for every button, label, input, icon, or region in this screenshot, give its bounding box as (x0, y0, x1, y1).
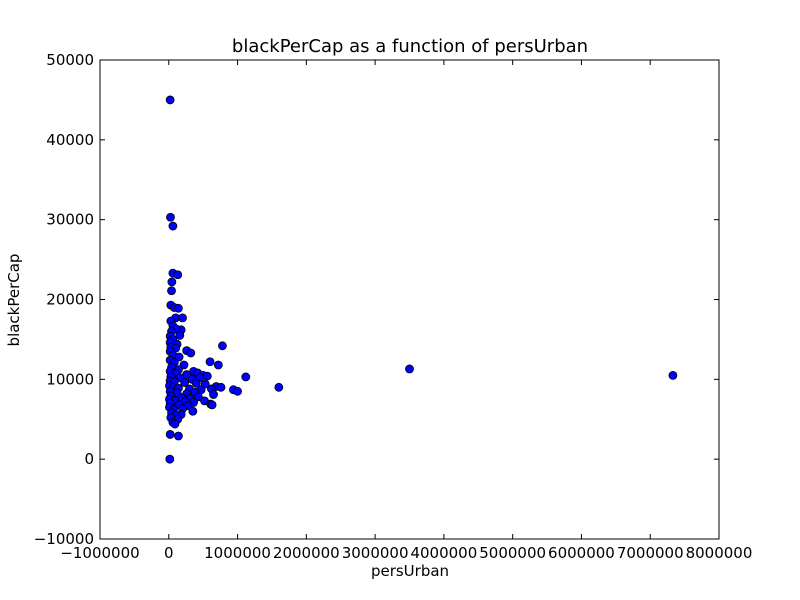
y-tick-label: −10000 (34, 530, 94, 548)
scatter-point (174, 352, 184, 362)
x-tick-label: 3000000 (342, 544, 409, 562)
y-tick-label: 40000 (46, 131, 94, 149)
scatter-point (209, 390, 218, 399)
scatter-point (180, 378, 189, 387)
scatter-point (233, 386, 242, 396)
y-axis-ticks: −10000 0 10000 20000 30000 40000 50000 (34, 51, 719, 548)
scatter-point (241, 372, 251, 382)
x-axis-ticks: −1000000 0 1000000 2000000 3000000 4000000 500… (60, 60, 752, 562)
scatter-point (165, 454, 175, 464)
x-tick-label: −1000000 (60, 544, 139, 562)
scatter-point (179, 360, 189, 370)
scatter-point (165, 95, 175, 105)
x-tick-label: 2000000 (273, 544, 340, 562)
y-tick-label: 30000 (46, 211, 94, 229)
scatter-point (207, 400, 217, 410)
scatter-point (178, 313, 187, 323)
chart-title: blackPerCap as a function of persUrban (232, 36, 588, 57)
x-tick-label: 5000000 (479, 544, 546, 562)
y-tick-label: 0 (84, 450, 94, 468)
x-tick-label: 0 (164, 544, 174, 562)
scatter-point (218, 341, 227, 351)
scatter-point (167, 286, 176, 296)
scatter-point (186, 348, 196, 358)
x-tick-label: 4000000 (410, 544, 477, 562)
x-tick-label: 8000000 (686, 544, 753, 562)
scatter-point (405, 364, 414, 374)
scatter-point (170, 419, 180, 429)
scatter-point (191, 378, 201, 388)
scatter-point (168, 221, 178, 231)
scatter-point (175, 331, 185, 340)
x-axis-label: persUrban (371, 562, 449, 580)
scatter-point (216, 382, 226, 392)
scatter-point (174, 303, 183, 313)
y-tick-label: 10000 (46, 370, 94, 388)
scatter-point (174, 431, 183, 441)
plot-area (99, 59, 720, 540)
scatter-point (166, 212, 175, 222)
data-points (165, 95, 678, 464)
scatter-point (205, 357, 215, 367)
scatter-point (202, 371, 212, 381)
scatter-point (167, 277, 177, 287)
x-tick-label: 6000000 (548, 544, 615, 562)
scatter-point (213, 360, 223, 370)
y-axis-label: blackPerCap (5, 254, 23, 347)
scatter-point (193, 392, 203, 402)
y-tick-label: 20000 (46, 291, 94, 309)
scatter-point (188, 406, 198, 416)
scatter-point (165, 430, 175, 439)
scatter-point (173, 270, 183, 280)
x-tick-label: 7000000 (617, 544, 684, 562)
scatter-point (668, 370, 678, 380)
y-tick-label: 50000 (46, 51, 94, 69)
x-tick-label: 1000000 (204, 544, 271, 562)
scatter-point (274, 382, 284, 392)
